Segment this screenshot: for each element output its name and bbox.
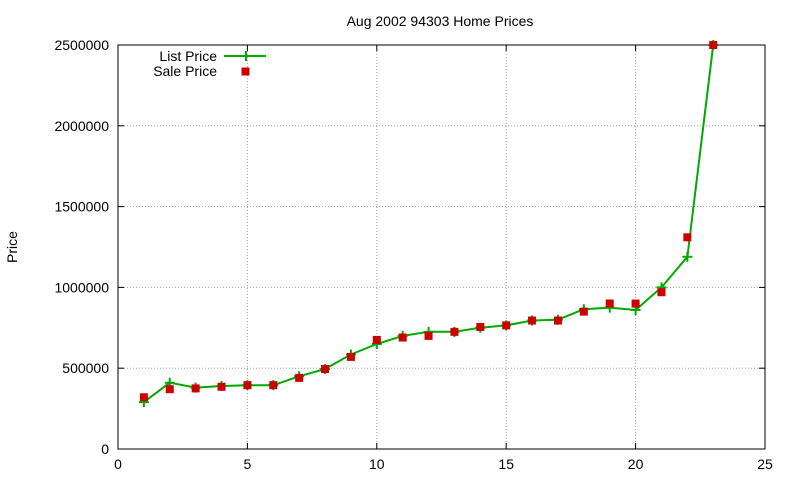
sale-price-point [372, 335, 381, 344]
legend: List Price Sale Price [153, 48, 266, 79]
grid-lines [118, 45, 765, 449]
data-series [138, 40, 719, 408]
y-tick-label: 1500000 [54, 199, 109, 215]
y-tick-label: 2000000 [54, 118, 109, 134]
sale-price-point [553, 316, 562, 325]
sale-price-point [579, 307, 588, 316]
sale-price-point [476, 322, 485, 331]
y-tick-label: 0 [101, 441, 109, 457]
sale-price-point [424, 331, 433, 340]
sale-price-point [243, 381, 252, 390]
sale-price-point [450, 327, 459, 336]
sale-price-point [398, 333, 407, 342]
sale-price-point [631, 299, 640, 308]
legend-marker-list-price [241, 51, 251, 61]
x-tick-label: 20 [628, 456, 644, 472]
axis-ticks: 0 5 10 15 20 25 0 500000 1000000 1500000 2000000 25… [54, 37, 773, 472]
sale-price-point [165, 385, 174, 394]
chart-title: Aug 2002 94303 Home Prices [347, 13, 534, 29]
y-tick-label: 2500000 [54, 37, 109, 53]
sale-price-point [191, 384, 200, 393]
sale-price-point [709, 41, 718, 49]
sale-price-point [295, 373, 304, 382]
y-axis-label: Price [4, 231, 20, 263]
legend-label-sale-price: Sale Price [153, 63, 217, 79]
y-tick-label: 1000000 [54, 279, 109, 295]
list-price-point [682, 251, 693, 262]
sale-price-point [657, 288, 666, 297]
x-tick-label: 10 [369, 456, 385, 472]
x-tick-label: 5 [244, 456, 252, 472]
sale-price-point [683, 233, 692, 242]
x-tick-label: 15 [498, 456, 514, 472]
sale-price-point [217, 382, 226, 391]
series-line-list-price [143, 44, 715, 403]
sale-price-point [528, 316, 537, 325]
plot-area-frame [117, 44, 766, 450]
legend-label-list-price: List Price [159, 48, 217, 64]
sale-price-point [605, 299, 614, 308]
sale-price-point [269, 381, 278, 390]
sale-price-point [139, 393, 148, 402]
sale-price-point [502, 321, 511, 330]
sale-price-point [346, 352, 355, 361]
sale-price-point [321, 365, 330, 374]
legend-marker-sale-price [241, 67, 250, 76]
x-tick-label: 0 [114, 456, 122, 472]
y-tick-label: 500000 [62, 360, 109, 376]
x-tick-label: 25 [757, 456, 773, 472]
